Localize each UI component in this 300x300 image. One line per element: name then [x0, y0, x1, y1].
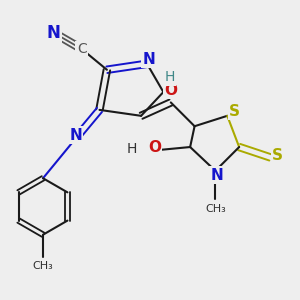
Text: CH₃: CH₃ [33, 261, 53, 271]
Text: N: N [142, 52, 155, 67]
Text: H: H [127, 142, 137, 155]
Text: O: O [148, 140, 161, 154]
Text: N: N [69, 128, 82, 142]
Text: S: S [272, 148, 283, 164]
Text: CH₃: CH₃ [205, 203, 226, 214]
Text: H: H [164, 70, 175, 84]
Text: S: S [229, 104, 240, 119]
Text: O: O [164, 83, 177, 98]
Text: N: N [46, 24, 60, 42]
Text: N: N [211, 168, 223, 183]
Text: C: C [77, 42, 86, 56]
